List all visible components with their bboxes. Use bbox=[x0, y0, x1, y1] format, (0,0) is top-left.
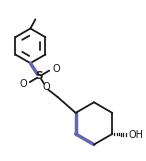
Text: O: O bbox=[52, 64, 60, 74]
Text: O: O bbox=[19, 79, 27, 89]
Text: OH: OH bbox=[129, 130, 144, 140]
Text: S: S bbox=[36, 71, 43, 81]
Text: O: O bbox=[43, 82, 50, 92]
